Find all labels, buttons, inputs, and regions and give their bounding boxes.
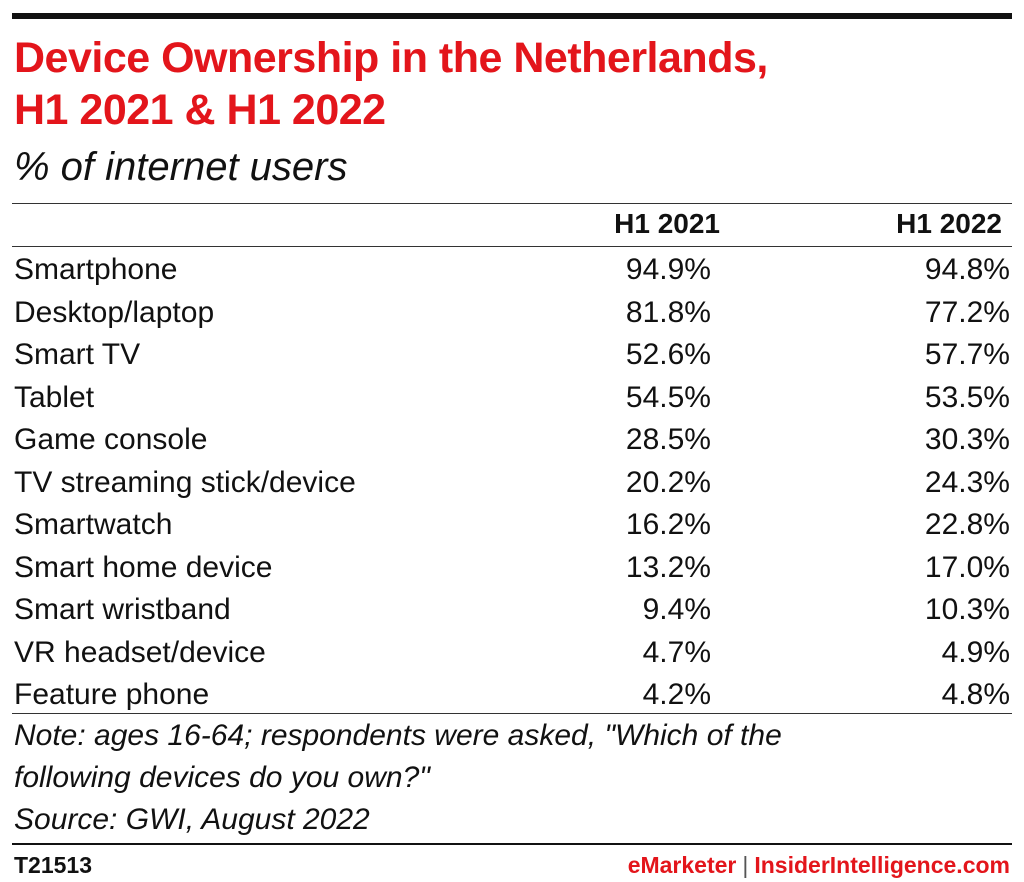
cell-h1-2021: 4.7% — [642, 635, 711, 669]
cell-h1-2021: 16.2% — [625, 508, 711, 541]
cell-h1-2021: 28.5% — [625, 423, 711, 456]
cell-h1-2021: 54.5% — [625, 380, 711, 414]
cell-h1-2022: 94.8% — [924, 253, 1010, 286]
brand-emarketer: eMarketer — [627, 852, 737, 878]
table-row: TV streaming stick/device 20.2% 24.3% — [14, 462, 1012, 505]
cell-h1-2022: 57.7% — [924, 338, 1010, 371]
row-label: Smartphone — [14, 253, 178, 286]
column-header-h1-2022: H1 2022 — [896, 208, 1002, 239]
cell-h1-2021: 20.2% — [625, 465, 711, 499]
table-row: Smartphone 94.9% 94.8% — [14, 249, 1012, 292]
cell-h1-2021: 13.2% — [625, 550, 711, 584]
table-row: Smartwatch 16.2% 22.8% — [14, 504, 1012, 547]
cell-h1-2022: 53.5% — [924, 380, 1010, 414]
row-label: Feature phone — [14, 678, 210, 711]
brand-insider-intelligence: InsiderIntelligence.com — [754, 852, 1010, 878]
table-row: VR headset/device 4.7% 4.9% — [14, 632, 1012, 675]
footer-rule — [12, 843, 1012, 845]
cell-h1-2021: 81.8% — [625, 295, 711, 329]
row-label: Desktop/laptop — [14, 295, 215, 329]
chart-note: Note: ages 16-64; respondents were asked… — [14, 715, 1004, 841]
table-row: Smart TV 52.6% 57.7% — [14, 334, 1012, 377]
chart-title-line-2: H1 2021 & H1 2022 — [14, 86, 386, 134]
row-label: Smart home device — [14, 550, 273, 584]
row-label: Tablet — [14, 380, 95, 414]
chart-title: Device Ownership in the Netherlands, H1 … — [14, 32, 1004, 136]
cell-h1-2022: 22.8% — [924, 508, 1010, 541]
cell-h1-2022: 10.3% — [924, 593, 1010, 626]
table-row: Desktop/laptop 81.8% 77.2% — [14, 292, 1012, 335]
cell-h1-2022: 30.3% — [924, 423, 1010, 456]
row-label: Smartwatch — [14, 508, 173, 541]
column-header-h1-2021: H1 2021 — [614, 208, 720, 239]
table-body: Smartphone 94.9% 94.8% Desktop/laptop 81.8% 7… — [14, 249, 1012, 717]
row-label: VR headset/device — [14, 635, 266, 669]
cell-h1-2022: 24.3% — [924, 465, 1010, 499]
table-bottom-rule — [12, 713, 1012, 714]
header-top-rule — [12, 203, 1012, 204]
table-row: Smart home device 13.2% 17.0% — [14, 547, 1012, 590]
row-label: Smart wristband — [14, 593, 231, 626]
cell-h1-2021: 94.9% — [625, 253, 711, 286]
note-line-2: following devices do you own?" — [14, 761, 430, 794]
cell-h1-2022: 4.8% — [941, 678, 1010, 711]
cell-h1-2021: 4.2% — [642, 678, 711, 711]
note-line-1: Note: ages 16-64; respondents were asked… — [14, 719, 782, 752]
row-label: Smart TV — [14, 338, 141, 371]
cell-h1-2022: 4.9% — [941, 635, 1010, 669]
brand-separator: | — [742, 852, 749, 878]
cell-h1-2022: 77.2% — [924, 295, 1010, 329]
header-bottom-rule — [12, 246, 1012, 247]
table-row: Game console 28.5% 30.3% — [14, 419, 1012, 462]
table-row: Tablet 54.5% 53.5% — [14, 377, 1012, 420]
chart-source: Source: GWI, August 2022 — [14, 803, 370, 836]
chart-title-line-1: Device Ownership in the Netherlands, — [14, 34, 768, 82]
chart-subtitle: % of internet users — [14, 145, 348, 189]
table-row: Feature phone 4.2% 4.8% — [14, 674, 1012, 717]
brand-footer: eMarketer | InsiderIntelligence.com — [628, 850, 1010, 880]
table-row: Smart wristband 9.4% 10.3% — [14, 589, 1012, 632]
chart-id: T21513 — [14, 852, 93, 878]
cell-h1-2021: 9.4% — [642, 593, 711, 626]
top-rule — [12, 13, 1012, 19]
row-label: TV streaming stick/device — [14, 465, 356, 499]
cell-h1-2021: 52.6% — [625, 338, 711, 371]
cell-h1-2022: 17.0% — [924, 550, 1010, 584]
row-label: Game console — [14, 423, 208, 456]
